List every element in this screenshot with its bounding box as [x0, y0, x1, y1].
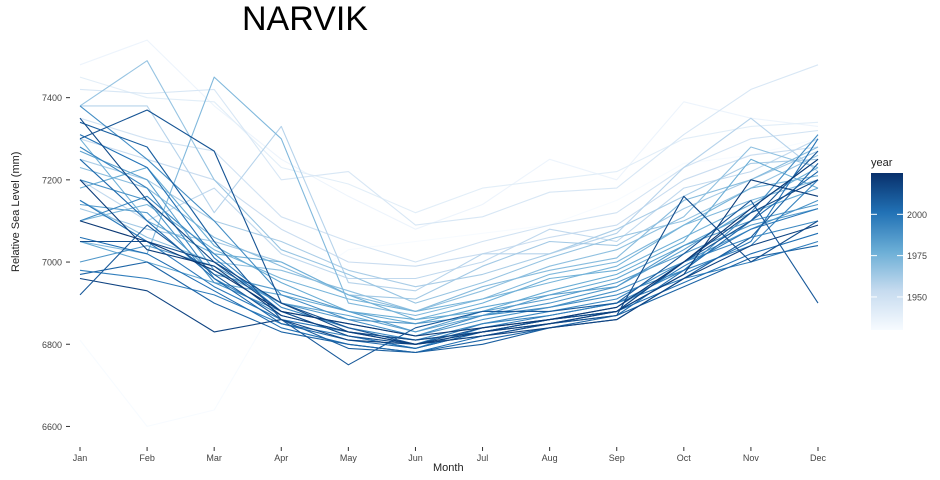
- series-line-1940: [79, 76, 819, 214]
- y-tick-label: 7400: [42, 93, 62, 103]
- x-tick-label: May: [340, 453, 358, 463]
- legend-title: year: [871, 157, 893, 169]
- series-line-1930: [79, 138, 819, 427]
- series-line-2008: [79, 121, 819, 354]
- y-tick-label: 7200: [42, 175, 62, 185]
- series-line-2006: [79, 245, 819, 354]
- y-tick-label: 6600: [42, 422, 62, 432]
- series-line-2018: [79, 224, 819, 345]
- colorbar-tick-label: 1950: [907, 292, 927, 302]
- y-tick-label: 6800: [42, 340, 62, 350]
- series-line-1976: [79, 138, 819, 321]
- series-line-1963: [79, 150, 819, 300]
- x-tick-label: Feb: [139, 453, 155, 463]
- x-tick-label: Dec: [810, 453, 827, 463]
- series-line-1952: [79, 138, 819, 267]
- x-tick-label: Jun: [408, 453, 423, 463]
- series-line-1968: [79, 146, 819, 312]
- series-line-2020: [79, 179, 819, 345]
- x-tick-label: Jul: [477, 453, 489, 463]
- x-tick-label: Mar: [206, 453, 222, 463]
- x-axis-label: Month: [433, 462, 464, 474]
- series-line-1972: [79, 76, 819, 317]
- x-tick-label: Oct: [677, 453, 692, 463]
- x-tick-label: Jan: [73, 453, 88, 463]
- colorbar: [871, 173, 903, 330]
- x-tick-label: Aug: [542, 453, 558, 463]
- series-line-1966: [79, 60, 819, 304]
- series-line-1961: [79, 158, 819, 288]
- colorbar-tick-label: 1975: [907, 251, 927, 261]
- x-tick-label: Sep: [609, 453, 625, 463]
- series-line-2010: [79, 199, 819, 366]
- colorbar-tick-label: 2000: [907, 210, 927, 220]
- series-line-1984: [79, 203, 819, 333]
- series-line-1970: [79, 146, 819, 312]
- series-line-1948: [79, 117, 819, 263]
- y-tick-label: 7000: [42, 258, 62, 268]
- series-line-1990: [79, 105, 819, 337]
- series-line-1982: [79, 150, 819, 333]
- series-line-1935: [79, 39, 819, 230]
- series-line-1994: [79, 146, 819, 345]
- series-line-2002: [79, 232, 819, 354]
- x-tick-label: Nov: [743, 453, 760, 463]
- chart-title: NARVIK: [242, 0, 368, 38]
- series-line-1945: [79, 64, 819, 226]
- series-line-1958: [80, 105, 819, 292]
- series-line-2022: [79, 158, 819, 337]
- series-line-1955: [79, 138, 819, 280]
- x-tick-label: Apr: [274, 453, 288, 463]
